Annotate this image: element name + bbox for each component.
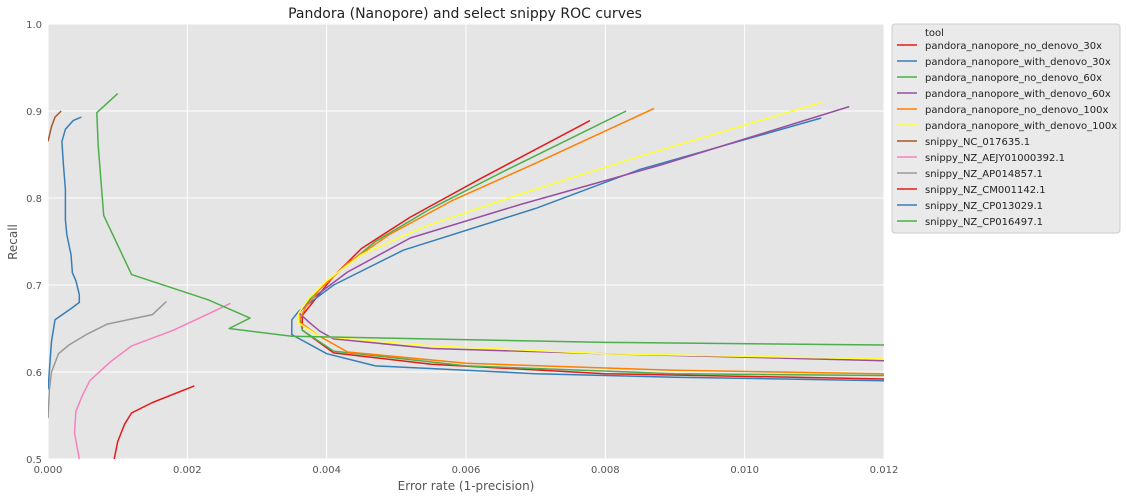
- x-axis-label: Error rate (1-precision): [398, 479, 535, 493]
- series-line-snippy_NZ_AP014857.1: [48, 300, 167, 419]
- legend-entry: pandora_nanopore_no_denovo_60x: [925, 73, 1102, 84]
- x-tick-label: 0.012: [870, 465, 899, 476]
- x-tick-label: 0.010: [730, 465, 759, 476]
- series-line-snippy_NZ_AEJY01000392.1: [73, 302, 231, 459]
- x-tick-label: 0.000: [34, 465, 63, 476]
- legend-entry: snippy_NZ_AP014857.1: [925, 169, 1043, 180]
- legend-entry: snippy_NZ_CP013029.1: [925, 201, 1043, 212]
- y-tick-label: 0.7: [26, 281, 42, 292]
- series-line-snippy_NZ_CP016497.1: [96, 93, 884, 346]
- x-tick-label: 0.006: [452, 465, 481, 476]
- x-tick-label: 0.008: [591, 465, 620, 476]
- legend-entry: snippy_NZ_AEJY01000392.1: [925, 153, 1065, 164]
- x-axis-ticks: 0.000 0.002 0.004 0.006 0.008 0.010 0.012: [34, 465, 899, 476]
- y-tick-label: 0.6: [26, 368, 42, 379]
- legend-title: tool: [925, 28, 944, 39]
- series-line-snippy_NC_017635.1: [48, 110, 62, 142]
- chart-title: Pandora (Nanopore) and select snippy ROC…: [288, 6, 642, 22]
- x-tick-label: 0.002: [173, 465, 202, 476]
- legend-entry: pandora_nanopore_with_denovo_100x: [925, 121, 1117, 132]
- series-layer: [48, 93, 884, 459]
- series-line-pandora_nanopore_no_denovo_100x: [298, 107, 884, 375]
- legend-box: [891, 23, 1121, 234]
- series-line-snippy_NZ_CM001142.1: [113, 385, 195, 459]
- legend-entry: pandora_nanopore_with_denovo_30x: [925, 57, 1111, 68]
- y-tick-label: 0.5: [26, 455, 42, 466]
- y-tick-label: 0.8: [26, 194, 42, 205]
- series-line-pandora_nanopore_with_denovo_30x: [291, 117, 884, 382]
- legend-entry: snippy_NZ_CM001142.1: [925, 185, 1046, 196]
- legend: tool pandora_nanopore_no_denovo_30xpando…: [891, 23, 1121, 234]
- series-line-snippy_NZ_CP013029.1: [48, 116, 82, 390]
- y-axis-label: Recall: [6, 224, 20, 260]
- series-line-pandora_nanopore_with_denovo_100x: [298, 101, 884, 360]
- y-tick-label: 1.0: [26, 20, 42, 31]
- legend-entry: snippy_NC_017635.1: [925, 137, 1030, 148]
- x-tick-label: 0.004: [312, 465, 341, 476]
- legend-entry: snippy_NZ_CP016497.1: [925, 217, 1043, 228]
- legend-entry: pandora_nanopore_no_denovo_30x: [925, 41, 1102, 52]
- legend-entry: pandora_nanopore_with_denovo_60x: [925, 89, 1111, 100]
- grid: [47, 23, 885, 460]
- legend-entry: pandora_nanopore_no_denovo_100x: [925, 105, 1108, 116]
- y-tick-label: 0.9: [26, 107, 42, 118]
- y-axis-ticks: 0.5 0.6 0.7 0.8 0.9 1.0: [26, 20, 42, 466]
